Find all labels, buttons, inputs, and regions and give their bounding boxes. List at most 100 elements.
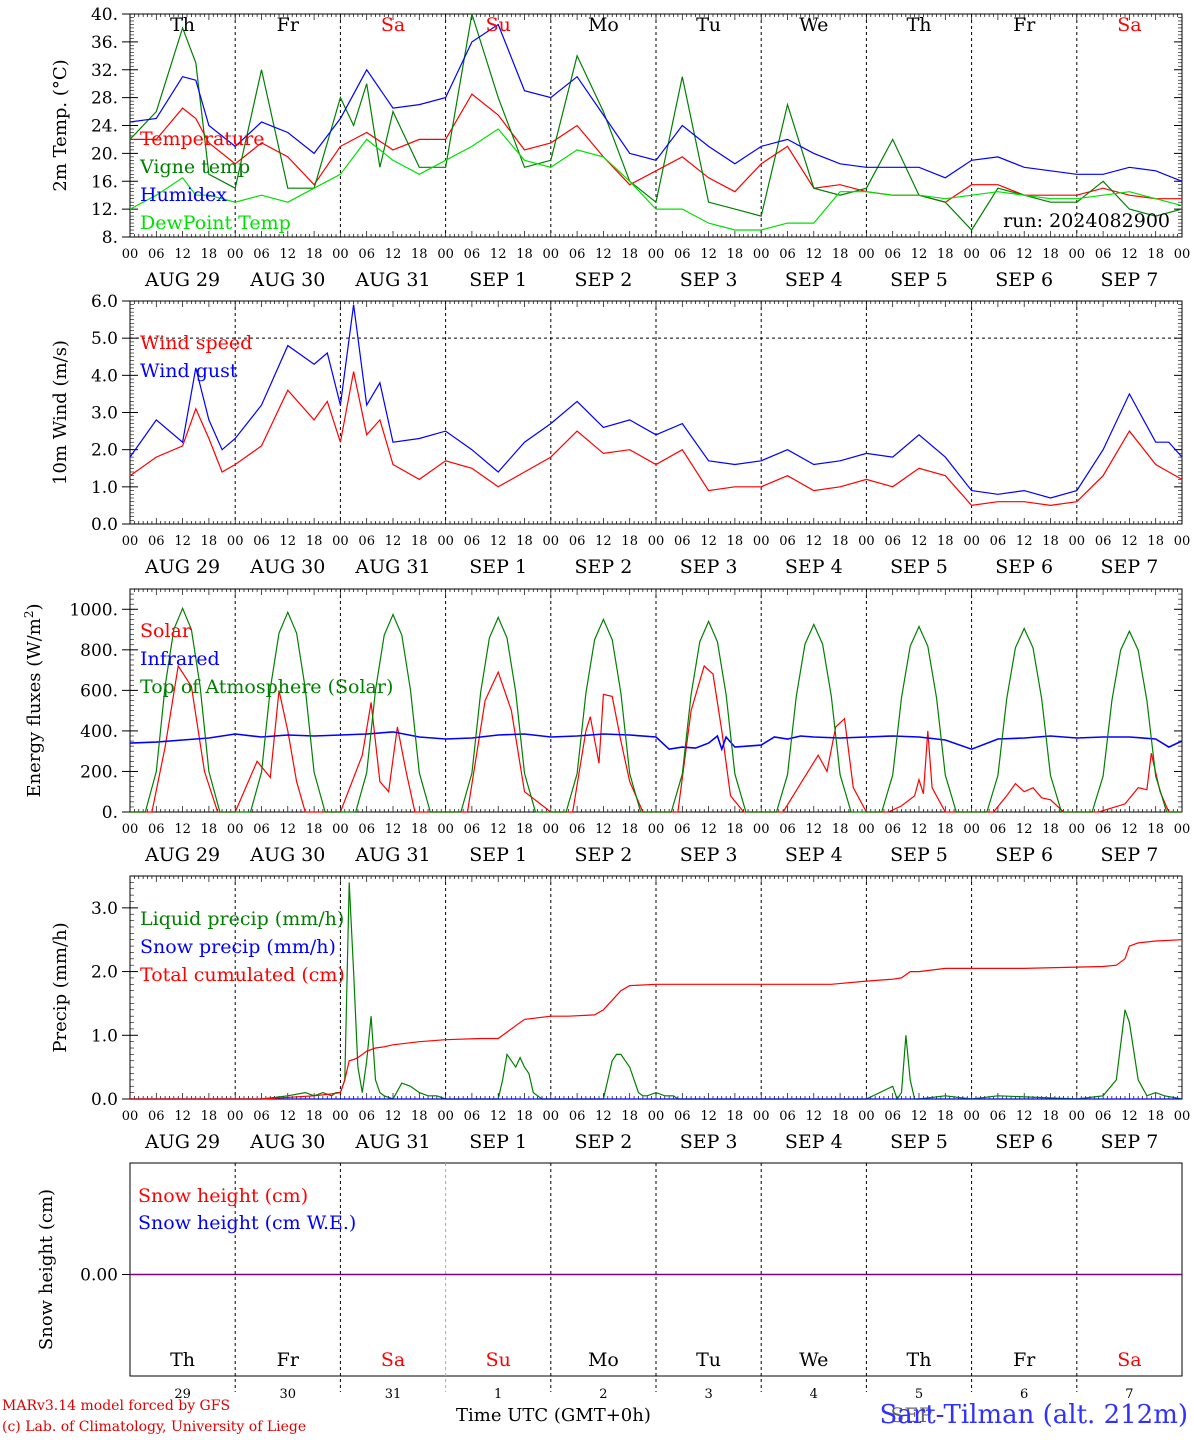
series-line bbox=[130, 606, 1182, 813]
run-annotation: run: 2024082900 bbox=[1003, 210, 1170, 232]
hour-label: 06 bbox=[990, 1109, 1007, 1124]
hour-label: 12 bbox=[490, 247, 507, 262]
hour-label: 06 bbox=[569, 822, 586, 837]
hour-label: 18 bbox=[201, 822, 218, 837]
hour-label: 00 bbox=[332, 534, 349, 549]
y-tick-label: 40. bbox=[91, 5, 118, 25]
hour-label: 00 bbox=[858, 534, 875, 549]
hour-label: 06 bbox=[1095, 1109, 1112, 1124]
legend-entry: Liquid precip (mm/h) bbox=[140, 908, 344, 930]
legend-entry: Solar bbox=[140, 620, 192, 642]
panel-3: 00 06 12 18 00 06 12 18 00 06 12 18 00 06 12 18 00 06 12 18… bbox=[22, 588, 1191, 866]
hour-label: 12 bbox=[174, 247, 191, 262]
hour-label: 18 bbox=[201, 534, 218, 549]
hour-label: 18 bbox=[306, 247, 323, 262]
hour-label: 06 bbox=[884, 534, 901, 549]
hour-label: 00 bbox=[1174, 822, 1191, 837]
hour-label: 06 bbox=[990, 534, 1007, 549]
hour-label: 00 bbox=[858, 822, 875, 837]
series-line bbox=[129, 13, 1183, 231]
hour-label: 18 bbox=[411, 534, 428, 549]
date-label: SEP 6 bbox=[995, 1131, 1053, 1153]
y-axis-label: 2m Temp. (°C) bbox=[50, 59, 71, 191]
hour-label: 12 bbox=[806, 247, 823, 262]
hour-label: 06 bbox=[884, 1109, 901, 1124]
y-tick-label: 200. bbox=[80, 762, 118, 782]
date-label: AUG 31 bbox=[354, 844, 430, 866]
hour-label: 00 bbox=[332, 1109, 349, 1124]
hour-label: 12 bbox=[911, 534, 928, 549]
month-label: SEP bbox=[891, 1403, 933, 1427]
date-label: AUG 29 bbox=[144, 844, 220, 866]
hour-label: 00 bbox=[122, 1109, 139, 1124]
hour-label: 06 bbox=[1095, 247, 1112, 262]
y-tick-label: 4.0 bbox=[91, 366, 118, 386]
date-label: SEP 7 bbox=[1100, 844, 1158, 866]
hour-label: 00 bbox=[437, 534, 454, 549]
date-label: SEP 3 bbox=[680, 844, 738, 866]
y-tick-label: 5.0 bbox=[91, 329, 118, 349]
date-label: SEP 2 bbox=[574, 269, 632, 291]
weekday-label: Th bbox=[170, 1349, 195, 1371]
hour-label: 18 bbox=[1147, 1109, 1164, 1124]
hour-label: 06 bbox=[464, 1109, 481, 1124]
date-label: AUG 29 bbox=[144, 269, 220, 291]
y-axis-label: 10m Wind (m/s) bbox=[50, 340, 71, 485]
y-axis-label: Snow height (cm) bbox=[36, 1189, 57, 1350]
weekday-label: Th bbox=[907, 14, 932, 36]
hour-label: 18 bbox=[306, 822, 323, 837]
hour-label: 06 bbox=[253, 247, 270, 262]
hour-label: 12 bbox=[174, 534, 191, 549]
hour-label: 12 bbox=[1016, 1109, 1033, 1124]
hour-label: 06 bbox=[148, 534, 165, 549]
y-tick-label: 1.0 bbox=[91, 1026, 118, 1046]
date-label: SEP 3 bbox=[680, 269, 738, 291]
hour-label: 06 bbox=[253, 534, 270, 549]
hour-label: 18 bbox=[832, 822, 849, 837]
hour-label: 12 bbox=[280, 247, 297, 262]
day-number: 3 bbox=[704, 1387, 712, 1402]
hour-label: 18 bbox=[621, 822, 638, 837]
day-number: 31 bbox=[385, 1387, 402, 1402]
date-label: SEP 6 bbox=[995, 556, 1053, 578]
date-label: SEP 4 bbox=[785, 269, 843, 291]
hour-label: 00 bbox=[543, 247, 560, 262]
hour-label: 00 bbox=[963, 1109, 980, 1124]
date-label: SEP 6 bbox=[995, 844, 1053, 866]
y-tick-label: 0.00 bbox=[80, 1266, 118, 1286]
hour-label: 00 bbox=[1069, 822, 1086, 837]
hour-label: 00 bbox=[437, 247, 454, 262]
hour-label: 18 bbox=[1042, 822, 1059, 837]
weekday-label: Sa bbox=[381, 1349, 405, 1371]
hour-label: 00 bbox=[122, 822, 139, 837]
hour-label: 00 bbox=[648, 534, 665, 549]
hour-label: 18 bbox=[201, 247, 218, 262]
date-label: SEP 3 bbox=[680, 1131, 738, 1153]
hour-label: 12 bbox=[1121, 534, 1138, 549]
date-label: AUG 29 bbox=[144, 1131, 220, 1153]
weekday-label: We bbox=[799, 1349, 828, 1371]
hour-label: 18 bbox=[727, 534, 744, 549]
date-label: AUG 31 bbox=[354, 556, 430, 578]
hour-label: 00 bbox=[963, 247, 980, 262]
hour-label: 12 bbox=[595, 1109, 612, 1124]
hour-label: 18 bbox=[306, 1109, 323, 1124]
hour-label: 18 bbox=[832, 247, 849, 262]
y-tick-label: 3.0 bbox=[91, 899, 118, 919]
day-number: 29 bbox=[174, 1387, 191, 1402]
hour-label: 18 bbox=[306, 534, 323, 549]
y-tick-label: 8. bbox=[102, 228, 118, 248]
hour-label: 18 bbox=[937, 534, 954, 549]
hour-label: 18 bbox=[516, 1109, 533, 1124]
weekday-label: Tu bbox=[696, 1349, 721, 1371]
hour-label: 00 bbox=[648, 247, 665, 262]
hour-label: 00 bbox=[858, 247, 875, 262]
hour-label: 06 bbox=[990, 822, 1007, 837]
hour-label: 06 bbox=[884, 247, 901, 262]
date-label: SEP 7 bbox=[1100, 556, 1158, 578]
hour-label: 00 bbox=[1069, 1109, 1086, 1124]
hour-label: 12 bbox=[911, 1109, 928, 1124]
hour-label: 00 bbox=[227, 247, 244, 262]
hour-label: 00 bbox=[1174, 534, 1191, 549]
hour-label: 00 bbox=[1174, 247, 1191, 262]
